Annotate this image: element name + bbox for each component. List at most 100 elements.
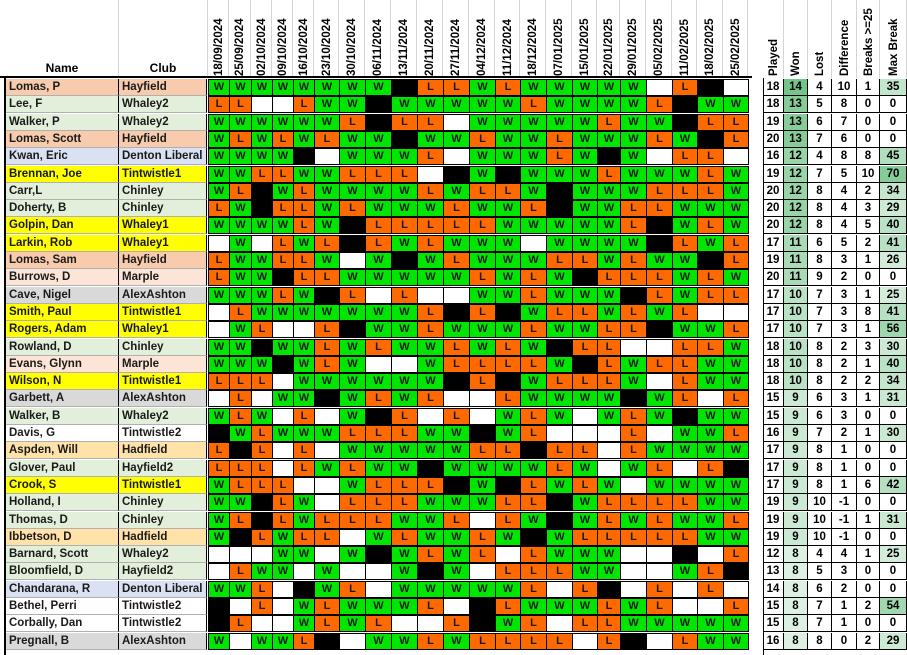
result-loss-cell[interactable]: L — [597, 113, 621, 131]
column-header-date[interactable]: 09/10/2024 — [272, 0, 293, 78]
result-win-cell[interactable]: W — [272, 148, 294, 166]
result-win-cell[interactable]: W — [520, 130, 547, 148]
result-win-cell[interactable]: W — [572, 390, 598, 408]
result-loss-cell[interactable]: L — [620, 269, 647, 287]
result-win-cell[interactable]: W — [391, 96, 418, 114]
result-win-cell[interactable]: W — [365, 252, 392, 269]
result-empty-cell[interactable] — [251, 96, 273, 114]
result-loss-cell[interactable]: L — [272, 165, 294, 183]
result-win-cell[interactable]: W — [417, 338, 444, 356]
player-name-cell[interactable]: Golpin, Dan — [6, 217, 119, 235]
result-win-cell[interactable]: W — [469, 338, 496, 356]
result-win-cell[interactable]: W — [546, 113, 573, 131]
result-win-cell[interactable]: W — [365, 200, 392, 218]
result-win-cell[interactable]: W — [697, 355, 724, 373]
result-loss-cell[interactable]: L — [469, 632, 496, 650]
result-loss-cell[interactable]: L — [314, 528, 340, 546]
result-win-cell[interactable]: W — [339, 390, 366, 408]
result-loss-cell[interactable]: L — [520, 355, 547, 373]
player-name-cell[interactable]: Holland, I — [6, 494, 119, 512]
result-win-cell[interactable]: W — [272, 546, 294, 564]
stat-won[interactable]: 10 — [784, 303, 808, 321]
result-empty-cell[interactable] — [417, 286, 444, 304]
stat-won[interactable]: 9 — [784, 459, 808, 477]
result-win-cell[interactable]: W — [293, 303, 315, 321]
result-win-cell[interactable]: W — [251, 563, 273, 581]
result-loss-cell[interactable]: L — [672, 234, 698, 252]
result-win-cell[interactable]: W — [208, 511, 230, 529]
club-cell[interactable]: Chinley — [119, 182, 207, 200]
result-empty-cell[interactable] — [417, 165, 444, 183]
result-win-cell[interactable]: W — [546, 528, 573, 546]
result-empty-cell[interactable] — [272, 598, 294, 615]
result-win-cell[interactable]: W — [314, 252, 340, 269]
result-win-cell[interactable]: W — [495, 96, 521, 114]
result-loss-cell[interactable]: L — [723, 546, 749, 564]
result-bye-cell[interactable] — [520, 528, 547, 546]
column-header-date[interactable]: 18/02/2025 — [697, 0, 723, 78]
result-loss-cell[interactable]: L — [251, 528, 273, 546]
result-empty-cell[interactable] — [251, 615, 273, 633]
result-win-cell[interactable]: W — [251, 407, 273, 425]
club-cell[interactable]: AlexAshton — [119, 632, 207, 650]
result-loss-cell[interactable]: L — [314, 130, 340, 148]
result-bye-cell[interactable] — [495, 303, 521, 321]
result-bye-cell[interactable] — [646, 217, 673, 235]
stat-played[interactable]: 20 — [763, 217, 784, 235]
stat-lost[interactable]: 8 — [808, 632, 832, 650]
result-loss-cell[interactable]: L — [672, 632, 698, 650]
result-loss-cell[interactable]: L — [339, 200, 366, 218]
result-win-cell[interactable]: W — [572, 598, 598, 615]
stat-lost[interactable]: 8 — [808, 355, 832, 373]
club-cell[interactable]: Whaley2 — [119, 546, 207, 564]
result-loss-cell[interactable]: L — [546, 373, 573, 391]
stat-won[interactable]: 9 — [784, 425, 808, 442]
result-loss-cell[interactable]: L — [723, 321, 749, 339]
result-win-cell[interactable]: W — [314, 373, 340, 391]
result-empty-cell[interactable] — [597, 442, 621, 460]
stat-lost[interactable]: 7 — [808, 165, 832, 183]
stat-lost[interactable]: 6 — [808, 234, 832, 252]
player-name-cell[interactable]: Crook, S — [6, 476, 119, 494]
stat-difference[interactable]: 3 — [832, 286, 857, 304]
result-win-cell[interactable]: W — [723, 269, 749, 287]
result-win-cell[interactable]: W — [572, 234, 598, 252]
stat-played[interactable]: 20 — [763, 269, 784, 287]
result-loss-cell[interactable]: L — [417, 182, 444, 200]
result-win-cell[interactable]: W — [314, 165, 340, 183]
result-loss-cell[interactable]: L — [208, 442, 230, 460]
stat-breaks[interactable]: 5 — [857, 217, 880, 235]
stat-played[interactable]: 20 — [763, 130, 784, 148]
result-win-cell[interactable]: W — [293, 373, 315, 391]
result-win-cell[interactable]: W — [495, 528, 521, 546]
result-win-cell[interactable]: W — [546, 390, 573, 408]
result-win-cell[interactable]: W — [546, 407, 573, 425]
column-header-date[interactable]: 05/02/2025 — [646, 0, 672, 78]
club-cell[interactable]: Whaley2 — [119, 96, 207, 114]
result-win-cell[interactable]: W — [293, 355, 315, 373]
result-empty-cell[interactable] — [495, 546, 521, 564]
stat-won[interactable]: 13 — [784, 96, 808, 114]
result-win-cell[interactable]: W — [495, 615, 521, 633]
result-win-cell[interactable]: W — [469, 234, 496, 252]
result-loss-cell[interactable]: L — [293, 252, 315, 269]
result-loss-cell[interactable]: L — [672, 355, 698, 373]
stat-played[interactable]: 17 — [763, 476, 784, 494]
result-loss-cell[interactable]: L — [646, 459, 673, 477]
result-bye-cell[interactable] — [251, 200, 273, 218]
result-loss-cell[interactable]: L — [572, 528, 598, 546]
result-win-cell[interactable]: W — [572, 79, 598, 96]
result-win-cell[interactable]: W — [620, 234, 647, 252]
result-loss-cell[interactable]: L — [443, 615, 470, 633]
result-empty-cell[interactable] — [365, 580, 392, 598]
result-loss-cell[interactable]: L — [229, 182, 252, 200]
result-win-cell[interactable]: W — [391, 580, 418, 598]
stat-breaks[interactable]: 1 — [857, 321, 880, 339]
result-loss-cell[interactable]: L — [495, 442, 521, 460]
result-win-cell[interactable]: W — [293, 130, 315, 148]
stat-won[interactable]: 8 — [784, 598, 808, 615]
result-win-cell[interactable]: W — [597, 390, 621, 408]
result-win-cell[interactable]: W — [314, 217, 340, 235]
result-win-cell[interactable]: W — [391, 269, 418, 287]
stat-max-break[interactable]: 56 — [880, 321, 907, 339]
